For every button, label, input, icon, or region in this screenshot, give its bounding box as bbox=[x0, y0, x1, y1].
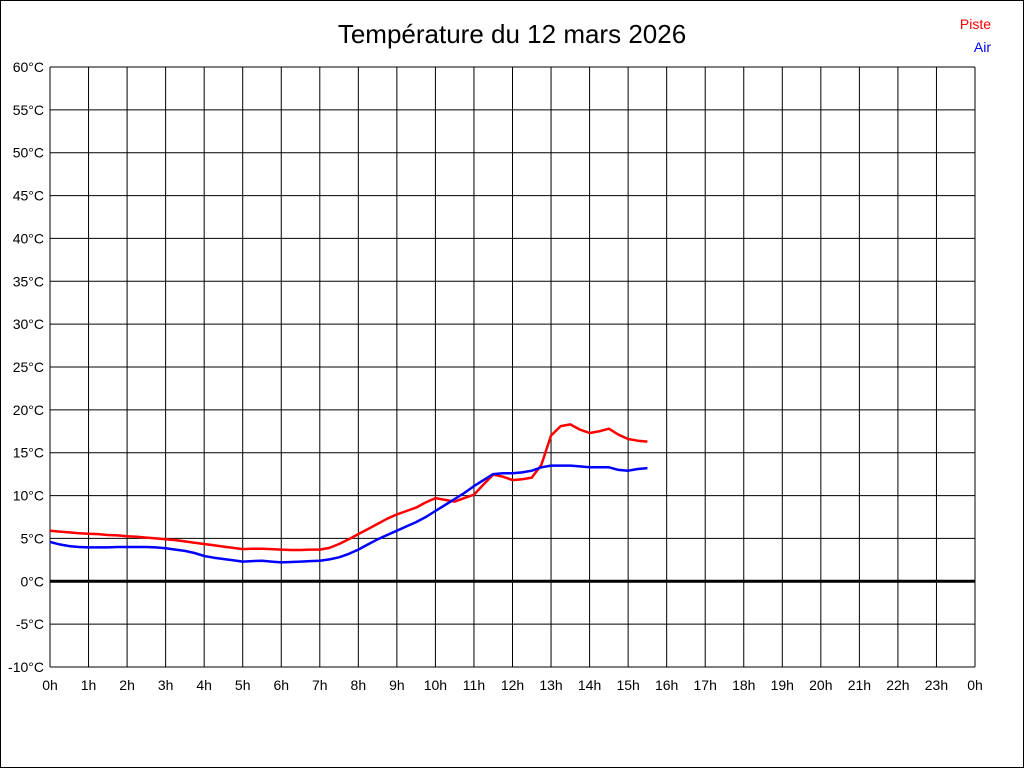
y-axis-label: 40°C bbox=[13, 230, 44, 246]
y-axis-label: 0°C bbox=[21, 573, 45, 589]
x-axis-label: 15h bbox=[616, 677, 639, 693]
y-axis-label: 15°C bbox=[13, 445, 44, 461]
y-axis-label: 30°C bbox=[13, 316, 44, 332]
x-axis-label: 21h bbox=[848, 677, 871, 693]
y-axis-label: 55°C bbox=[13, 102, 44, 118]
y-axis-label: 50°C bbox=[13, 145, 44, 161]
x-axis-label: 13h bbox=[539, 677, 562, 693]
x-axis-label: 17h bbox=[694, 677, 717, 693]
x-axis-label: 5h bbox=[235, 677, 251, 693]
x-axis-label: 12h bbox=[501, 677, 524, 693]
piste-temperature-line bbox=[49, 423, 648, 552]
x-axis-label: 4h bbox=[196, 677, 212, 693]
air-temperature-line bbox=[49, 464, 648, 564]
y-axis-label: 35°C bbox=[13, 273, 44, 289]
x-axis-label: 16h bbox=[655, 677, 678, 693]
x-axis-label: 8h bbox=[351, 677, 367, 693]
x-axis-label: 10h bbox=[424, 677, 447, 693]
x-axis-label: 1h bbox=[81, 677, 97, 693]
legend-item-piste: Piste bbox=[959, 16, 991, 32]
y-axis-label: 10°C bbox=[13, 488, 44, 504]
y-axis-label: -10°C bbox=[8, 659, 44, 675]
y-axis-label: 5°C bbox=[21, 530, 45, 546]
x-axis-label: 6h bbox=[273, 677, 289, 693]
x-axis-label: 11h bbox=[463, 677, 485, 693]
y-axis-label: 25°C bbox=[13, 359, 44, 375]
chart-title: Température du 12 mars 2026 bbox=[337, 19, 687, 49]
legend-item-air: Air bbox=[973, 39, 991, 55]
y-axis-label: 45°C bbox=[13, 188, 44, 204]
x-axis-label: 0h bbox=[967, 677, 983, 693]
x-axis-label: 19h bbox=[771, 677, 794, 693]
x-axis-label: 7h bbox=[312, 677, 328, 693]
x-axis-label: 23h bbox=[925, 677, 948, 693]
y-axis-label: -5°C bbox=[16, 616, 44, 632]
x-axis-label: 0h bbox=[42, 677, 58, 693]
y-axis-label: 60°C bbox=[13, 59, 44, 75]
x-axis-label: 22h bbox=[886, 677, 909, 693]
x-axis-label: 18h bbox=[732, 677, 755, 693]
y-axis-label: 20°C bbox=[13, 402, 44, 418]
x-axis-label: 14h bbox=[578, 677, 601, 693]
x-axis-label: 9h bbox=[389, 677, 405, 693]
x-axis-label: 20h bbox=[809, 677, 832, 693]
x-axis-label: 3h bbox=[158, 677, 174, 693]
x-axis-label: 2h bbox=[119, 677, 135, 693]
chart-legend: Piste Air bbox=[960, 13, 991, 59]
